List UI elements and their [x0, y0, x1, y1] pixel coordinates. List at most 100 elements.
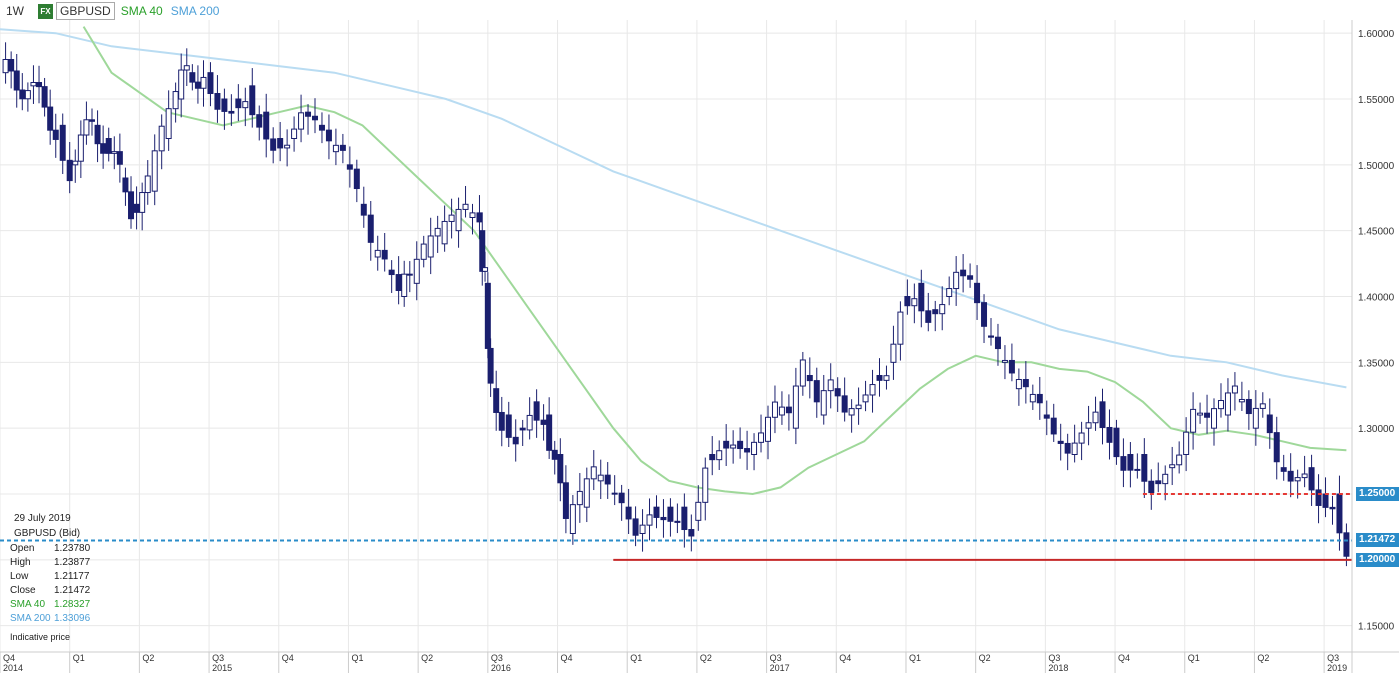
- candle-down: [540, 419, 547, 425]
- candle-down: [967, 275, 974, 280]
- candle-down: [1155, 480, 1162, 485]
- candle-down: [1127, 454, 1134, 471]
- x-year-label: 2015: [212, 663, 232, 673]
- info-value: 1.23877: [54, 557, 91, 568]
- candle-down: [388, 269, 395, 276]
- candle-up: [332, 144, 339, 153]
- candle-down: [1280, 467, 1287, 472]
- x-axis: Q4 Q1 Q2 Q3 Q4 Q1 Q2 Q3 Q4 Q1 Q2 Q3 Q4 Q1 Q2 Q3 Q4 Q1 Q2 Q3…: [0, 651, 1399, 673]
- candle-down: [346, 164, 353, 170]
- candle-down: [270, 138, 277, 151]
- candle-up: [764, 416, 771, 442]
- candle-up: [1078, 432, 1085, 444]
- y-tick-label: 1.30000: [1358, 424, 1395, 435]
- ohlc-info-box: 29 July 2019 GBPUSD (Bid) Open 1.23780 Hi…: [10, 512, 120, 644]
- candle-down: [13, 70, 20, 91]
- sma200-line: [0, 28, 1347, 389]
- indicative-price-note: Indicative price: [10, 632, 71, 642]
- timeframe-selector[interactable]: 1W: [6, 4, 24, 18]
- candle-up: [111, 151, 118, 154]
- x-quarter-label: Q3: [1327, 653, 1339, 663]
- candle-up: [77, 134, 84, 162]
- candle-up: [291, 128, 298, 139]
- sma40-legend[interactable]: SMA 40: [120, 4, 163, 18]
- x-quarter-label: Q4: [561, 653, 573, 663]
- candle-down: [1245, 398, 1252, 415]
- candle-down: [1022, 379, 1029, 388]
- candle-down: [960, 269, 967, 277]
- symbol-selector[interactable]: GBPUSD: [56, 2, 115, 20]
- candle-down: [116, 151, 123, 165]
- candle-down: [834, 388, 841, 397]
- candle-down: [122, 177, 129, 193]
- candle-up: [374, 249, 381, 258]
- candle-down: [235, 98, 242, 109]
- candle-up: [434, 227, 441, 237]
- candlestick-series: [2, 42, 1350, 567]
- candle-down: [105, 138, 112, 154]
- candle-up: [2, 59, 9, 74]
- candle-up: [427, 235, 434, 258]
- candle-up: [946, 288, 953, 297]
- candle-down: [1343, 532, 1350, 557]
- candle-down: [36, 81, 43, 88]
- candle-down: [228, 110, 235, 114]
- info-row-close: Close 1.21472: [10, 584, 120, 598]
- info-row-open: Open 1.23780: [10, 542, 120, 556]
- candle-up: [1252, 407, 1259, 429]
- info-value: 1.33096: [54, 613, 91, 624]
- candle-down: [688, 529, 695, 537]
- candle-up: [1211, 408, 1218, 429]
- candle-down: [533, 401, 540, 421]
- x-year-label: 2018: [1048, 663, 1068, 673]
- candle-down: [723, 440, 730, 449]
- candle-down: [339, 144, 346, 151]
- candle-down: [484, 282, 491, 349]
- candle-down: [551, 449, 558, 460]
- y-tick-label: 1.55000: [1358, 95, 1395, 106]
- sma200-legend[interactable]: SMA 200: [170, 4, 220, 18]
- candle-up: [1183, 431, 1190, 455]
- y-tick-label: 1.15000: [1358, 622, 1395, 633]
- info-value: 1.28327: [54, 599, 91, 610]
- candle-up: [469, 212, 476, 219]
- info-value: 1.21177: [54, 571, 90, 582]
- candle-up: [144, 175, 151, 194]
- candle-up: [30, 81, 37, 87]
- x-quarter-label: Q3: [212, 653, 224, 663]
- candle-down: [487, 347, 494, 384]
- candle-up: [151, 150, 158, 192]
- x-quarter-label: Q4: [3, 653, 15, 663]
- candle-up: [799, 359, 806, 387]
- candle-up: [1259, 403, 1266, 409]
- candle-down: [1308, 467, 1315, 491]
- candle-down: [1141, 454, 1148, 482]
- info-label: High: [10, 557, 31, 568]
- candle-up: [758, 432, 765, 443]
- support-price-tag: 1.20000: [1356, 552, 1399, 567]
- candle-down: [360, 203, 367, 216]
- candle-up: [1169, 464, 1176, 469]
- candle-up: [413, 258, 420, 284]
- candle-down: [974, 282, 981, 304]
- candle-down: [737, 440, 744, 450]
- candle-up: [862, 394, 869, 403]
- x-year-label: 2017: [770, 663, 790, 673]
- info-label: SMA 40: [10, 599, 46, 610]
- x-quarter-label: Q2: [142, 653, 154, 663]
- candle-down: [1043, 414, 1050, 419]
- candle-down: [519, 427, 526, 431]
- x-year-label: 2019: [1327, 663, 1347, 673]
- candle-down: [925, 310, 932, 323]
- candle-up: [462, 203, 469, 210]
- candle-down: [981, 302, 988, 327]
- info-value: 1.21472: [54, 585, 91, 596]
- candle-up: [172, 91, 179, 110]
- candle-down: [618, 492, 625, 504]
- info-label: Low: [10, 571, 29, 582]
- resistance-price-tag: 1.25000: [1356, 487, 1399, 501]
- candle-down: [1315, 489, 1322, 506]
- candle-down: [353, 168, 360, 190]
- x-quarter-label: Q2: [421, 653, 433, 663]
